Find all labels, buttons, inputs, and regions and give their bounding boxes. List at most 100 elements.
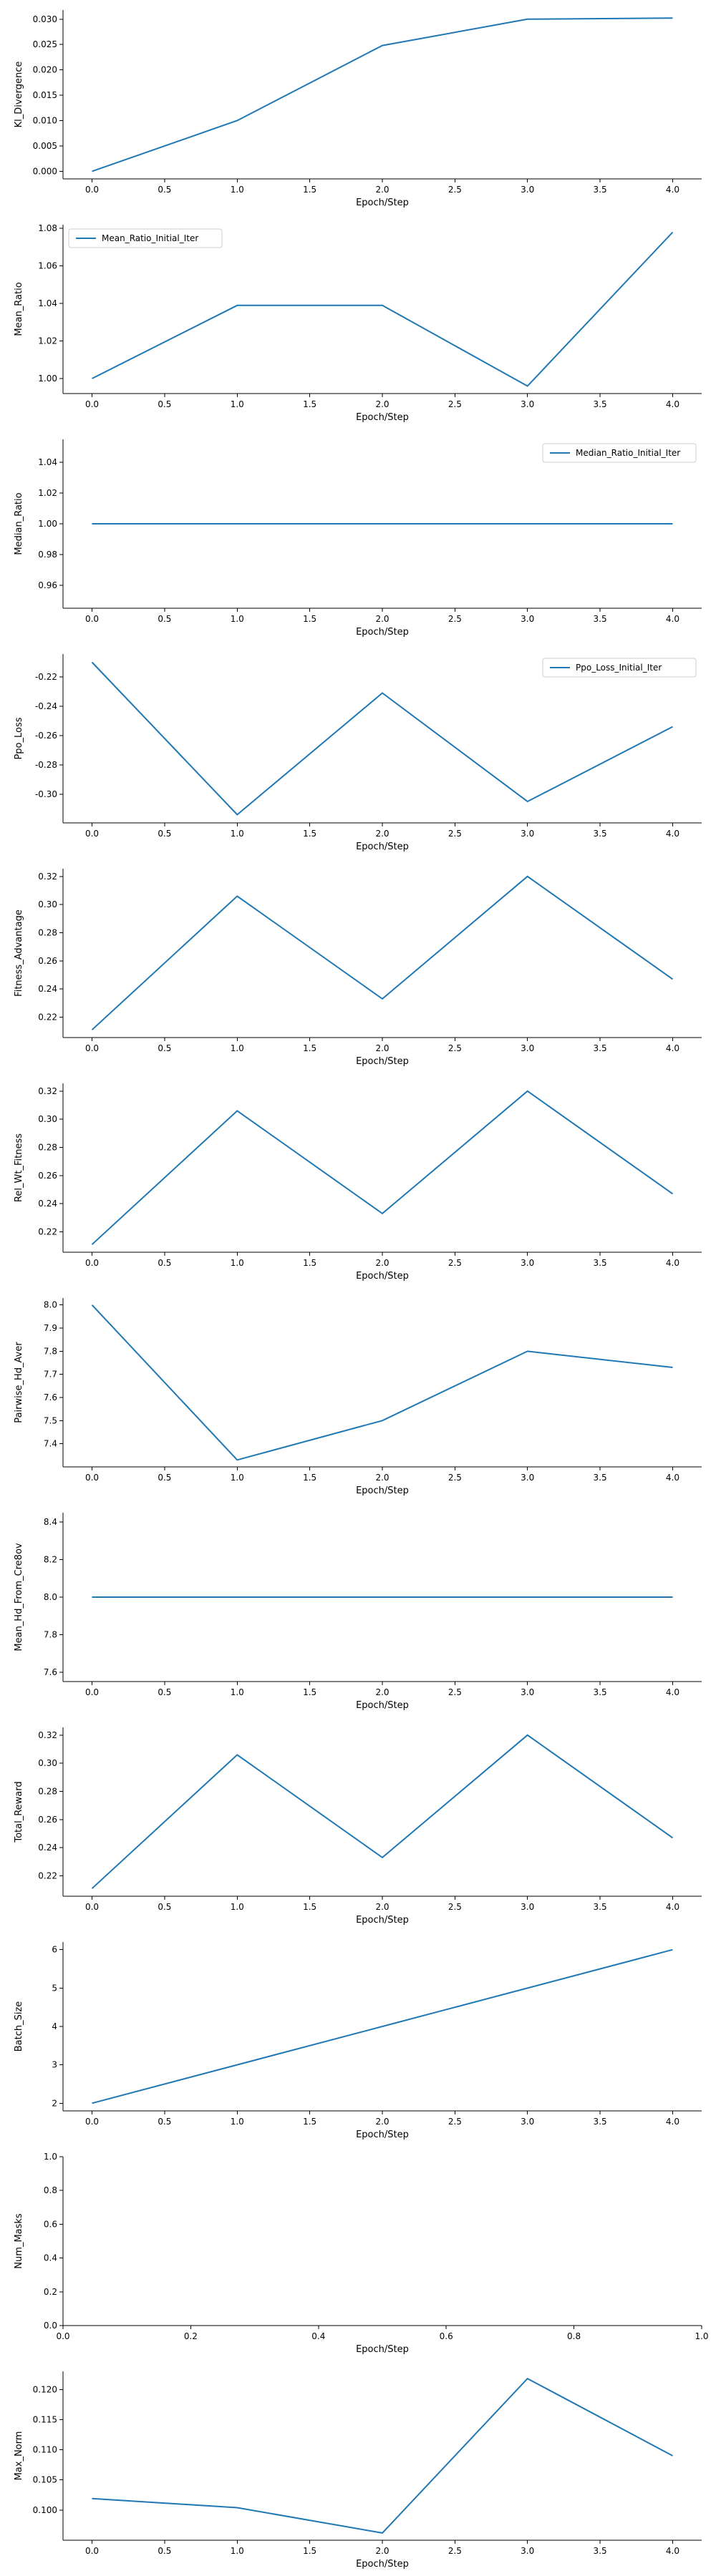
y-tick-label: -0.26 [35,731,57,741]
x-tick-label: 2.0 [375,185,389,195]
x-tick-label: 0.0 [85,1902,99,1912]
x-tick-label: 1.5 [303,1473,316,1483]
x-tick-label: 2.0 [375,1902,389,1912]
x-tick-label: 1.0 [231,185,244,195]
x-tick-label: 0.5 [158,2546,171,2556]
x-tick-label: 2.0 [375,2117,389,2127]
y-tick-label: 1.08 [38,223,57,233]
x-tick-label: 1.0 [231,1473,244,1483]
line-chart: 0.0 0.5 1.0 1.5 2.0 2.5 3.0 3.5 4.0 0.22 0.24 0.26 0… [14,1727,702,1926]
x-tick-label: 3.5 [594,185,607,195]
x-tick-label: 3.5 [594,614,607,624]
x-tick-label: 4.0 [666,1687,679,1697]
line-chart: 0.0 0.5 1.0 1.5 2.0 2.5 3.0 3.5 4.0 0.96 0.98 1.00 1… [14,439,702,638]
x-tick-label: 3.5 [594,1687,607,1697]
y-tick-label: 0.025 [33,39,57,49]
y-tick-label: 7.8 [44,1629,57,1639]
y-axis-label: Rel_Wt_Fitness [14,1133,24,1202]
x-tick-label: 4.0 [666,614,679,624]
x-tick-label: 1.0 [231,829,244,839]
chart-panel: 0.0 0.5 1.0 1.5 2.0 2.5 3.0 3.5 4.0 -0.22 -0.24 -0.… [0,644,716,859]
y-axis-label: Pairwise_Hd_Aver [14,1342,24,1423]
y-tick-label: -0.30 [35,789,57,799]
y-tick-label: 0.015 [33,90,57,100]
y-tick-label: 1.04 [38,298,57,308]
y-axis-label: Fitness_Advantage [14,909,24,997]
y-tick-label: 0.2 [44,2287,57,2297]
line-chart: 0.0 0.5 1.0 1.5 2.0 2.5 3.0 3.5 4.0 0.22 0.24 0.26 0… [14,1083,702,1282]
x-tick-label: 0.0 [85,2546,99,2556]
x-tick-label: 2.5 [448,399,462,409]
chart-panel: 0.0 0.5 1.0 1.5 2.0 2.5 3.0 3.5 4.0 7.4 7.5 7.6 7.7 7… [0,1288,716,1503]
x-tick-label: 2.0 [375,1473,389,1483]
y-axis-label: Total_Reward [14,1781,24,1843]
x-tick-label: 0.4 [311,2331,325,2341]
x-tick-label: 3.0 [521,1687,534,1697]
x-tick-label: 0.6 [440,2331,453,2341]
y-tick-label: 0.24 [38,984,57,994]
x-tick-label: 4.0 [666,1902,679,1912]
y-axis-label: Max_Norm [14,2431,24,2481]
x-tick-label: 4.0 [666,829,679,839]
y-tick-label: 6 [52,1945,57,1955]
x-tick-label: 0.2 [184,2331,198,2341]
x-axis-label: Epoch/Step [356,1056,409,1067]
y-tick-label: 7.5 [44,1415,57,1425]
x-tick-label: 1.0 [231,1258,244,1268]
x-tick-label: 0.5 [158,1258,171,1268]
y-tick-label: 2 [52,2098,57,2108]
x-tick-label: 2.5 [448,1258,462,1268]
y-axis-label: Kl_Divergence [14,62,24,128]
y-tick-label: 0.32 [38,1730,57,1740]
chart-panel: 0.0 0.5 1.0 1.5 2.0 2.5 3.0 3.5 4.0 0.96 0.98 1.00 1… [0,429,716,644]
x-tick-label: 2.5 [448,1902,462,1912]
x-tick-label: 3.5 [594,2117,607,2127]
chart-panel: 0.0 0.5 1.0 1.5 2.0 2.5 3.0 3.5 4.0 7.6 7.8 8.0 8.2 8… [0,1503,716,1717]
x-tick-label: 1.5 [303,2546,316,2556]
y-tick-label: 0.24 [38,1843,57,1853]
line-chart: 0.0 0.5 1.0 1.5 2.0 2.5 3.0 3.5 4.0 -0.22 -0.24 -0.… [14,654,702,852]
x-tick-label: 3.5 [594,829,607,839]
y-tick-label: 4 [52,2021,57,2031]
legend-label: Median_Ratio_Initial_Iter [576,448,680,458]
y-tick-label: 7.6 [44,1667,57,1677]
x-tick-label: 0.5 [158,1043,171,1053]
x-tick-label: 3.0 [521,1473,534,1483]
x-tick-label: 1.5 [303,2117,316,2127]
y-tick-label: 8.4 [44,1517,57,1527]
y-tick-label: -0.24 [35,701,57,711]
y-tick-label: 0.24 [38,1199,57,1209]
y-tick-label: -0.28 [35,760,57,770]
x-tick-label: 2.5 [448,1043,462,1053]
x-axis-label: Epoch/Step [356,1700,409,1711]
x-axis-label: Epoch/Step [356,627,409,638]
y-tick-label: 0.4 [44,2253,57,2263]
line-chart: 0.0 0.2 0.4 0.6 0.8 1.0 0.0 0.2 0.4 0.6 0.8 1.0 Epoc… [14,2152,709,2355]
x-tick-label: 0.5 [158,829,171,839]
x-tick-label: 2.0 [375,829,389,839]
x-tick-label: 0.8 [567,2331,581,2341]
y-tick-label: 0.28 [38,1142,57,1152]
x-tick-label: 3.0 [521,1902,534,1912]
x-tick-label: 1.5 [303,185,316,195]
x-tick-label: 3.5 [594,1473,607,1483]
y-tick-label: 0.005 [33,141,57,151]
line-chart: 0.0 0.5 1.0 1.5 2.0 2.5 3.0 3.5 4.0 7.6 7.8 8.0 8.2 8… [14,1513,702,1711]
x-tick-label: 0.0 [85,1687,99,1697]
y-tick-label: 0.0 [44,2321,57,2331]
x-tick-label: 1.5 [303,1043,316,1053]
y-axis-label: Ppo_Loss [14,717,24,759]
x-tick-label: 3.0 [521,185,534,195]
x-tick-label: 3.5 [594,1258,607,1268]
y-tick-label: 1.02 [38,488,57,498]
x-tick-label: 1.5 [303,1687,316,1697]
y-tick-label: 8.0 [44,1300,57,1310]
y-tick-label: 0.000 [33,166,57,176]
y-tick-label: 1.0 [44,2152,57,2162]
x-tick-label: 0.0 [85,614,99,624]
y-axis-label: Batch_Size [14,2001,24,2052]
y-tick-label: 3 [52,2060,57,2070]
x-tick-label: 3.0 [521,399,534,409]
x-tick-label: 1.0 [231,1687,244,1697]
x-tick-label: 1.0 [231,2546,244,2556]
